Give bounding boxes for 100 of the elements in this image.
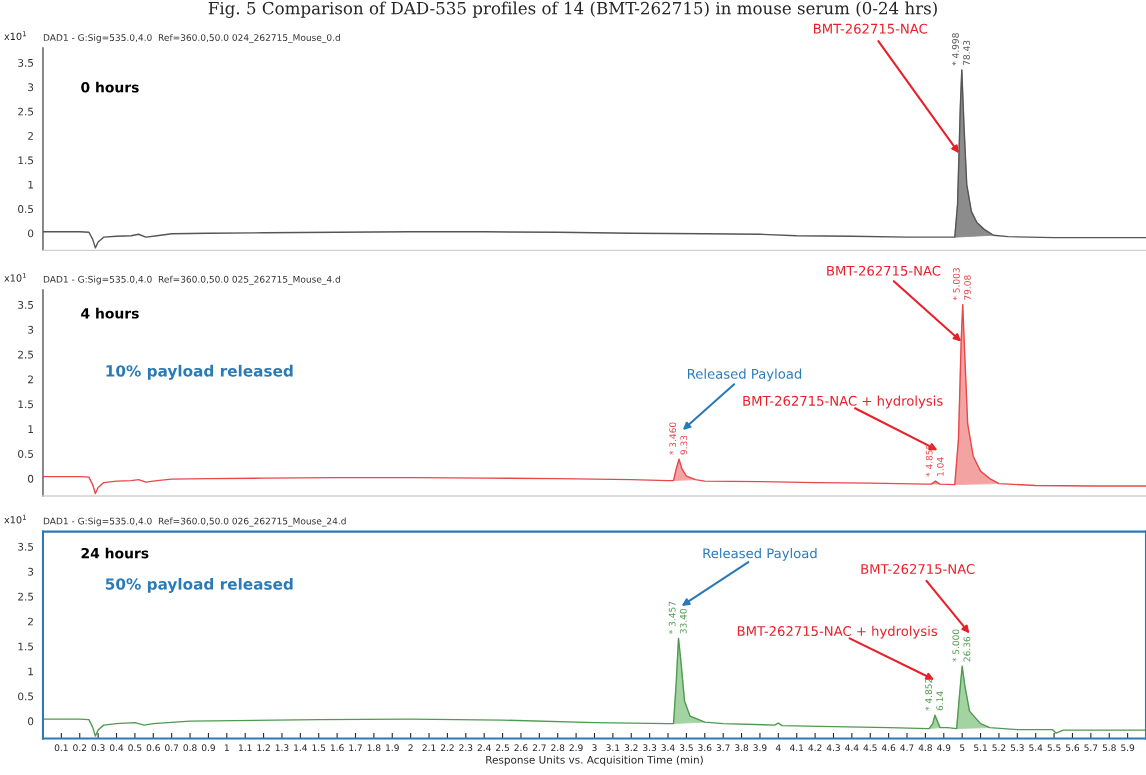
x-tick-label: 5.5 [1047, 744, 1061, 752]
x-tick-label: 0.5 [128, 744, 142, 752]
y-tick-label: 2 [28, 132, 33, 140]
y-tick-label: 0.5 [18, 692, 34, 701]
x-tick-label: 3.7 [716, 744, 730, 752]
x-tick-label: 5.7 [1084, 744, 1098, 752]
annotation: BMT-262715-NAC + hydrolysis [737, 625, 938, 639]
annotation: Released Payload [688, 368, 802, 382]
x-tick-label: 1.2 [257, 744, 270, 751]
x-tick-label: 0.4 [109, 744, 124, 752]
x-tick-label: 2.5 [496, 744, 509, 752]
x-tick-label: 1.4 [294, 744, 308, 751]
y-tick-label: 2 [28, 375, 33, 384]
y-tick-label: 0.5 [18, 205, 34, 213]
chart-subtitle: DAD1 - G:Sig=535.0,4.0 Ref=360.0,50.0 026_262715_Mouse_24.d [43, 517, 346, 527]
x-tick-label: 4.7 [900, 744, 914, 751]
annotation: * 4.852 [925, 678, 933, 711]
y-tick-label: 0 [28, 474, 34, 483]
annotation: 9.33 [680, 435, 688, 455]
chart-subtitle: DAD1 - G:Sig=535.0,4.0 Ref=360.0,50.0 024_262715_Mouse_0.d [43, 34, 340, 43]
line-series [42, 304, 1146, 495]
x-tick-label: 1.1 [239, 744, 252, 751]
x-tick-label: 2.3 [459, 744, 473, 752]
x-tick-label: 3.4 [661, 744, 675, 752]
x-tick-label: 4.3 [826, 744, 840, 752]
x-tick-label: 1.8 [367, 744, 381, 752]
x-tick-label: 4.1 [789, 744, 804, 751]
x-axis-title: Response Units vs. Acquisition Time (min) [486, 755, 703, 766]
x-tick-label: 3 [592, 744, 597, 752]
annotation: * 5.000 [952, 629, 960, 662]
annotation: 4 hours [81, 307, 139, 319]
x-tick-label: 3.9 [753, 744, 767, 752]
chart-title: Fig. 5 Comparison of DAD-535 profiles of 14 (BMT-262715) in mouse serum (0-24 hrs) [208, 1, 937, 18]
x-tick-label: 2.8 [551, 744, 565, 752]
x-tick-label: 1 [224, 744, 229, 751]
y-tick-label: 0 [28, 717, 34, 726]
x-tick-label: 5.2 [992, 744, 1006, 752]
annotation: BMT-262715-NAC [827, 265, 941, 276]
y-tick-label: 3 [28, 567, 34, 576]
annotation: * 4.855 [925, 444, 933, 477]
y-tick-label: 1 [28, 180, 33, 189]
x-tick-label: 3.3 [643, 744, 657, 752]
y-tick-label: 1 [28, 425, 33, 433]
annotation: 10% payload released [106, 364, 293, 380]
x-tick-label: 4.6 [881, 744, 896, 752]
x-tick-label: 0.9 [201, 744, 215, 752]
x-tick-label: 2.1 [422, 744, 436, 751]
x-tick-label: 2.2 [440, 744, 454, 751]
x-tick-label: 2.7 [532, 744, 546, 751]
x-tick-label: 2.4 [477, 744, 491, 751]
x-tick-label: 3.6 [698, 744, 712, 752]
x-tick-label: 4.8 [918, 744, 932, 752]
annotation: * 5.003 [952, 268, 960, 301]
annotation: * 3.460 [669, 422, 677, 455]
annotation: Released Payload [703, 548, 817, 561]
x-tick-label: 5 [959, 744, 965, 752]
x-tick-label: 0.3 [91, 744, 105, 752]
x-tick-label: 1.6 [330, 744, 344, 752]
x-tick-label: 1.7 [349, 744, 362, 751]
x-tick-label: 3.1 [606, 744, 620, 752]
y-tick-label: 2.5 [18, 592, 34, 601]
y-tick-label: 1 [28, 667, 33, 676]
y-tick-label: 3 [28, 325, 34, 334]
y-axis-title: x10$^{1}$ [4, 31, 26, 41]
y-tick-label: 3.5 [18, 58, 34, 67]
annotation: 79.08 [964, 275, 971, 300]
annotation: BMT-262715-NAC [814, 23, 928, 34]
annotation: 50% payload released [105, 578, 293, 593]
x-tick-label: 0.8 [183, 744, 197, 752]
y-tick-label: 1.5 [18, 400, 34, 409]
x-tick-label: 1.9 [386, 744, 399, 752]
x-tick-label: 5.6 [1065, 744, 1080, 752]
x-tick-label: 4.5 [863, 744, 877, 752]
x-tick-label: 2.9 [569, 744, 583, 752]
annotation: * 4.998 [952, 33, 959, 66]
annotation: BMT-262715-NAC [861, 563, 975, 574]
chart-subtitle: DAD1 - G:Sig=535.0,4.0 Ref=360.0,50.0 025_262715_Mouse_4.d [43, 275, 340, 285]
x-tick-label: 1.5 [312, 744, 326, 752]
x-tick-label: 5.1 [974, 744, 987, 752]
x-tick-label: 2.6 [514, 744, 528, 752]
annotation: 6.14 [936, 691, 944, 711]
y-tick-label: 1.5 [18, 156, 34, 165]
annotation: 33.40 [679, 608, 687, 634]
y-tick-label: 0.5 [18, 450, 34, 458]
annotation: 1.04 [936, 457, 944, 476]
x-tick-label: 0.6 [146, 744, 160, 752]
x-tick-label: 2 [408, 744, 413, 751]
y-axis-title: x10$^{1}$ [4, 272, 26, 282]
annotation: 26.36 [963, 636, 971, 662]
x-tick-label: 5.3 [1010, 744, 1024, 752]
x-tick-label: 3.5 [679, 744, 693, 752]
y-tick-label: 3.5 [18, 300, 34, 309]
y-tick-label: 3 [28, 83, 34, 92]
y-tick-label: 0 [28, 229, 34, 238]
x-tick-label: 4.2 [808, 744, 822, 751]
y-tick-label: 2.5 [18, 107, 34, 116]
x-tick-label: 4 [775, 744, 781, 751]
annotation: BMT-262715-NAC + hydrolysis [743, 395, 943, 409]
annotation: 78.43 [963, 40, 970, 66]
annotation: 24 hours [81, 547, 149, 559]
